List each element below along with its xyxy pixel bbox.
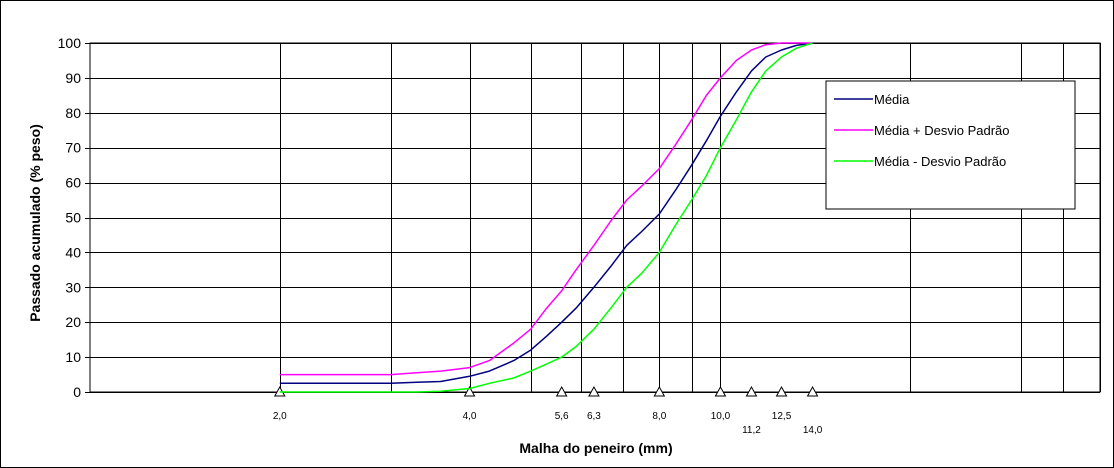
sieve-marker [653,385,666,397]
x-tick-labels: 2,0 4,0 5,6 6,3 8,0 10,0 11,2 12,5 14,0 [273,385,823,436]
x-tick-label: 10,0 [711,411,731,422]
y-tick-label: 100 [58,35,82,51]
series-line-0 [279,42,813,385]
legend: Média Média + Desvio Padrão Média - Desv… [825,80,1076,210]
series-line-2 [279,42,813,393]
series-lines [279,42,813,393]
sieve-marker [714,385,727,397]
sieve-marker [555,385,568,397]
y-tick-label: 80 [65,105,81,121]
y-tick-labels: 0 10 20 30 40 50 60 70 80 90 100 [58,35,82,400]
legend-label-media-mais-desvio: Média + Desvio Padrão [874,123,1010,138]
x-tick-label: 12,5 [772,411,792,422]
x-tick-label: 14,0 [803,425,823,436]
y-tick-label: 0 [73,384,81,400]
y-axis-title: Passado acumulado (% peso) [27,124,43,322]
sieve-marker [463,385,476,397]
sieve-marker [775,385,788,397]
legend-box [825,80,1076,210]
y-tick-label: 20 [65,314,81,330]
legend-label-media-menos-desvio: Média - Desvio Padrão [874,154,1006,169]
y-tick-label: 50 [65,210,81,226]
x-tick-label: 8,0 [652,411,666,422]
x-axis-title: Malha do peneiro (mm) [519,440,672,456]
x-tick-label: 2,0 [273,411,287,422]
series-line-1 [279,42,813,376]
sieve-marker [745,385,758,397]
x-tick-label: 4,0 [463,411,477,422]
legend-label-media: Média [874,92,910,107]
y-tick-label: 70 [65,140,81,156]
sieve-marker [588,385,600,397]
y-tick-label: 40 [65,244,81,260]
y-tick-label: 90 [65,70,81,86]
y-tick-label: 60 [65,175,81,191]
y-tick-label: 30 [65,279,81,295]
x-tick-label: 11,2 [742,425,761,436]
sieve-marker [806,385,819,397]
y-tick-label: 10 [65,349,81,365]
x-tick-label: 5,6 [555,411,569,422]
x-tick-label: 6,3 [587,411,601,422]
